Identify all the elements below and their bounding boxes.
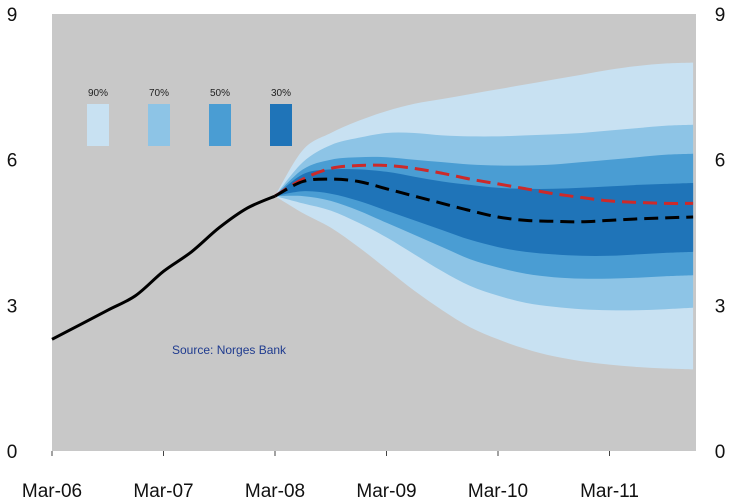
legend-label: 50% (210, 88, 230, 99)
central-projection-line (274, 177, 694, 224)
y-tick-label-right: 6 (715, 151, 726, 172)
chart-lines (51, 163, 694, 341)
x-tick-label: Mar-07 (133, 481, 193, 502)
legend-swatch (87, 104, 109, 146)
x-tick-label: Mar-10 (468, 481, 528, 502)
x-tick-label: Mar-08 (245, 481, 305, 502)
y-tick-label-right: 3 (715, 296, 726, 317)
source-annotation: Source: Norges Bank (172, 343, 287, 357)
y-tick-label-right: 9 (715, 5, 726, 26)
legend: 90% 70% 50% 30% (87, 88, 292, 146)
alternative-projection-line (274, 163, 694, 205)
y-tick-label: 9 (7, 5, 18, 26)
legend-label: 30% (271, 88, 291, 99)
legend-label: 90% (88, 88, 108, 99)
fan-band-30 (275, 168, 694, 256)
legend-swatch (148, 104, 170, 146)
y-tick-label: 0 (7, 442, 18, 463)
x-tick-label: Mar-09 (356, 481, 416, 502)
x-tick-label: Mar-11 (580, 481, 639, 502)
axes: 0 3 6 9 0 3 6 9 Mar-06 Mar-07 Mar-08 Mar-09 Mar-10 Ma… (7, 5, 726, 502)
y-tick-label: 3 (7, 296, 18, 317)
legend-swatch (270, 104, 292, 146)
history-line (51, 194, 276, 341)
fan-bands (275, 62, 694, 370)
x-tick-label: Mar-06 (22, 481, 82, 502)
y-tick-label-right: 0 (715, 442, 726, 463)
y-tick-label: 6 (7, 151, 18, 172)
legend-label: 70% (149, 88, 169, 99)
legend-swatch (209, 104, 231, 146)
